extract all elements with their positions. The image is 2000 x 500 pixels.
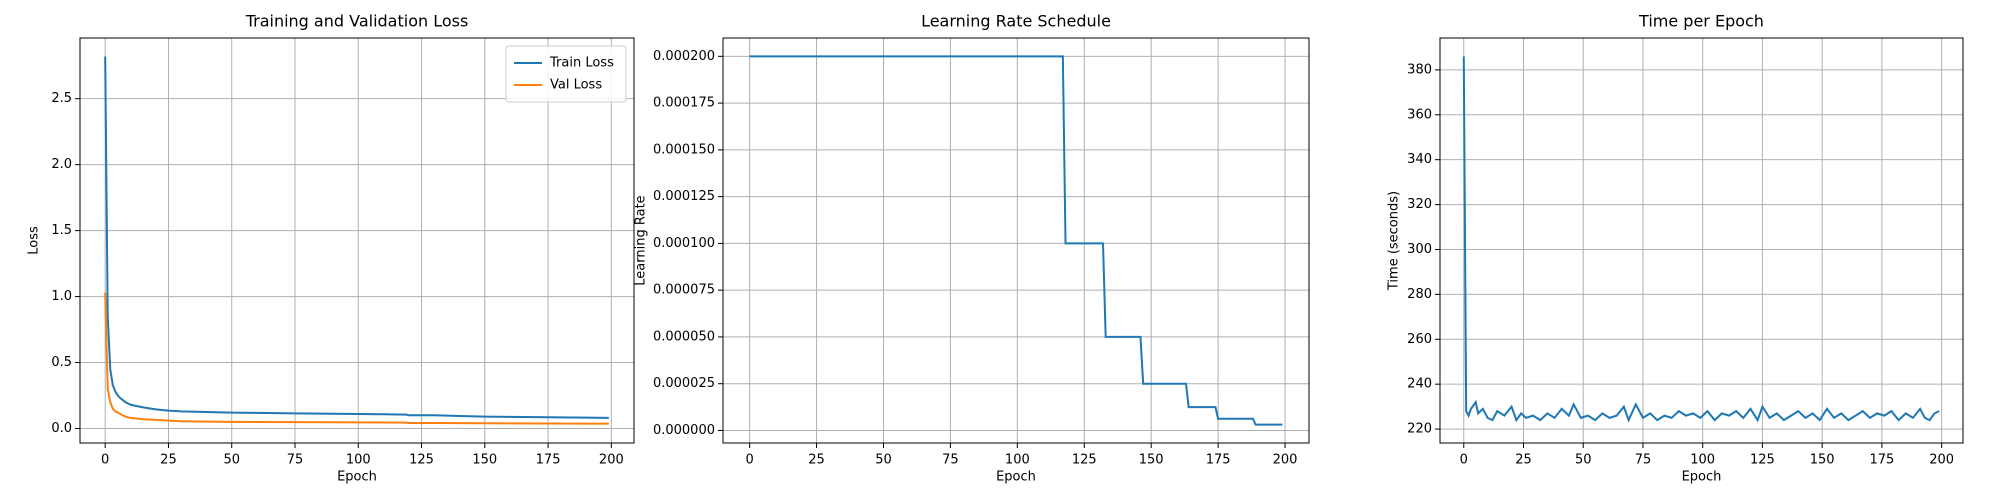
x-tick-label: 0 bbox=[745, 453, 753, 468]
legend-label: Train Loss bbox=[549, 56, 614, 71]
y-tick-label: 0.5 bbox=[51, 355, 72, 370]
y-tick-label: 0.000100 bbox=[653, 236, 715, 251]
x-tick-label: 150 bbox=[1810, 453, 1835, 468]
x-tick-label: 100 bbox=[1690, 453, 1715, 468]
x-tick-label: 75 bbox=[1635, 453, 1652, 468]
y-tick-label: 0.000125 bbox=[653, 189, 715, 204]
x-tick-label: 125 bbox=[1072, 453, 1097, 468]
x-tick-label: 75 bbox=[287, 453, 304, 468]
y-tick-label: 1.5 bbox=[51, 223, 72, 238]
y-tick-label: 0.000025 bbox=[653, 376, 715, 391]
x-axis-label: Epoch bbox=[996, 470, 1036, 485]
plot-frame bbox=[79, 37, 635, 444]
x-tick-label: 125 bbox=[409, 453, 434, 468]
y-axis-label: Loss bbox=[27, 226, 42, 255]
x-tick-label: 150 bbox=[472, 453, 497, 468]
subplot: 0.0 0.5 1.0 1.5 2.0 2.5 0 25 50 75 100 125 150 175 200… bbox=[27, 12, 635, 485]
x-tick-label: 200 bbox=[1929, 453, 1954, 468]
y-tick-label: 360 bbox=[1407, 107, 1432, 122]
y-tick-label: 320 bbox=[1407, 197, 1432, 212]
data-line bbox=[104, 292, 609, 425]
x-tick-label: 150 bbox=[1139, 453, 1164, 468]
data-line bbox=[1462, 56, 1940, 423]
x-axis-label: Epoch bbox=[337, 470, 377, 485]
y-axis-label: Time (seconds) bbox=[1387, 191, 1402, 291]
x-tick-label: 0 bbox=[101, 453, 109, 468]
y-tick-label: 380 bbox=[1407, 62, 1432, 77]
y-tick-label: 0.000050 bbox=[653, 329, 715, 344]
x-tick-label: 125 bbox=[1750, 453, 1775, 468]
subplot-title: Learning Rate Schedule bbox=[921, 12, 1111, 31]
x-axis-label: Epoch bbox=[1682, 470, 1722, 485]
subplot: 0.000000 0.000025 0.000050 0.000075 0.000100… bbox=[634, 12, 1310, 485]
y-tick-label: 280 bbox=[1407, 287, 1432, 302]
x-tick-label: 25 bbox=[160, 453, 177, 468]
x-tick-label: 175 bbox=[1206, 453, 1231, 468]
data-line bbox=[104, 56, 609, 419]
y-axis-label: Learning Rate bbox=[634, 195, 649, 285]
legend-label: Val Loss bbox=[550, 78, 602, 93]
x-tick-label: 50 bbox=[875, 453, 892, 468]
plot-frame bbox=[722, 37, 1310, 444]
y-tick-label: 1.0 bbox=[51, 289, 72, 304]
x-tick-label: 175 bbox=[536, 453, 561, 468]
y-tick-label: 240 bbox=[1407, 377, 1432, 392]
x-tick-label: 50 bbox=[223, 453, 240, 468]
y-tick-label: 260 bbox=[1407, 332, 1432, 347]
y-tick-label: 0.000175 bbox=[653, 96, 715, 111]
x-tick-label: 25 bbox=[808, 453, 825, 468]
legend-box bbox=[505, 45, 627, 103]
legend: Train Loss Val Loss bbox=[505, 45, 627, 103]
y-tick-label: 0.0 bbox=[51, 421, 72, 436]
y-tick-label: 0.000150 bbox=[653, 142, 715, 157]
x-tick-label: 100 bbox=[346, 453, 371, 468]
y-tick-label: 340 bbox=[1407, 152, 1432, 167]
x-tick-label: 200 bbox=[1273, 453, 1298, 468]
y-tick-label: 0.000075 bbox=[653, 283, 715, 298]
plot-frame bbox=[1439, 37, 1964, 444]
y-tick-label: 2.5 bbox=[51, 91, 72, 106]
y-tick-label: 0.000200 bbox=[653, 49, 715, 64]
y-tick-label: 220 bbox=[1407, 422, 1432, 437]
x-tick-label: 50 bbox=[1575, 453, 1592, 468]
subplot-title: Time per Epoch bbox=[1638, 12, 1764, 31]
y-tick-label: 2.0 bbox=[51, 157, 72, 172]
x-tick-label: 100 bbox=[1005, 453, 1030, 468]
x-tick-label: 25 bbox=[1515, 453, 1532, 468]
x-tick-label: 175 bbox=[1869, 453, 1894, 468]
subplot: 220 240 260 280 300 320 340 360 380 0 25 50 75 100 125… bbox=[1387, 12, 1964, 485]
subplot-title: Training and Validation Loss bbox=[245, 12, 469, 31]
data-line bbox=[749, 55, 1283, 426]
x-tick-label: 200 bbox=[599, 453, 624, 468]
y-tick-label: 300 bbox=[1407, 242, 1432, 257]
y-tick-label: 0.000000 bbox=[653, 423, 715, 438]
x-tick-label: 0 bbox=[1460, 453, 1468, 468]
x-tick-label: 75 bbox=[942, 453, 959, 468]
